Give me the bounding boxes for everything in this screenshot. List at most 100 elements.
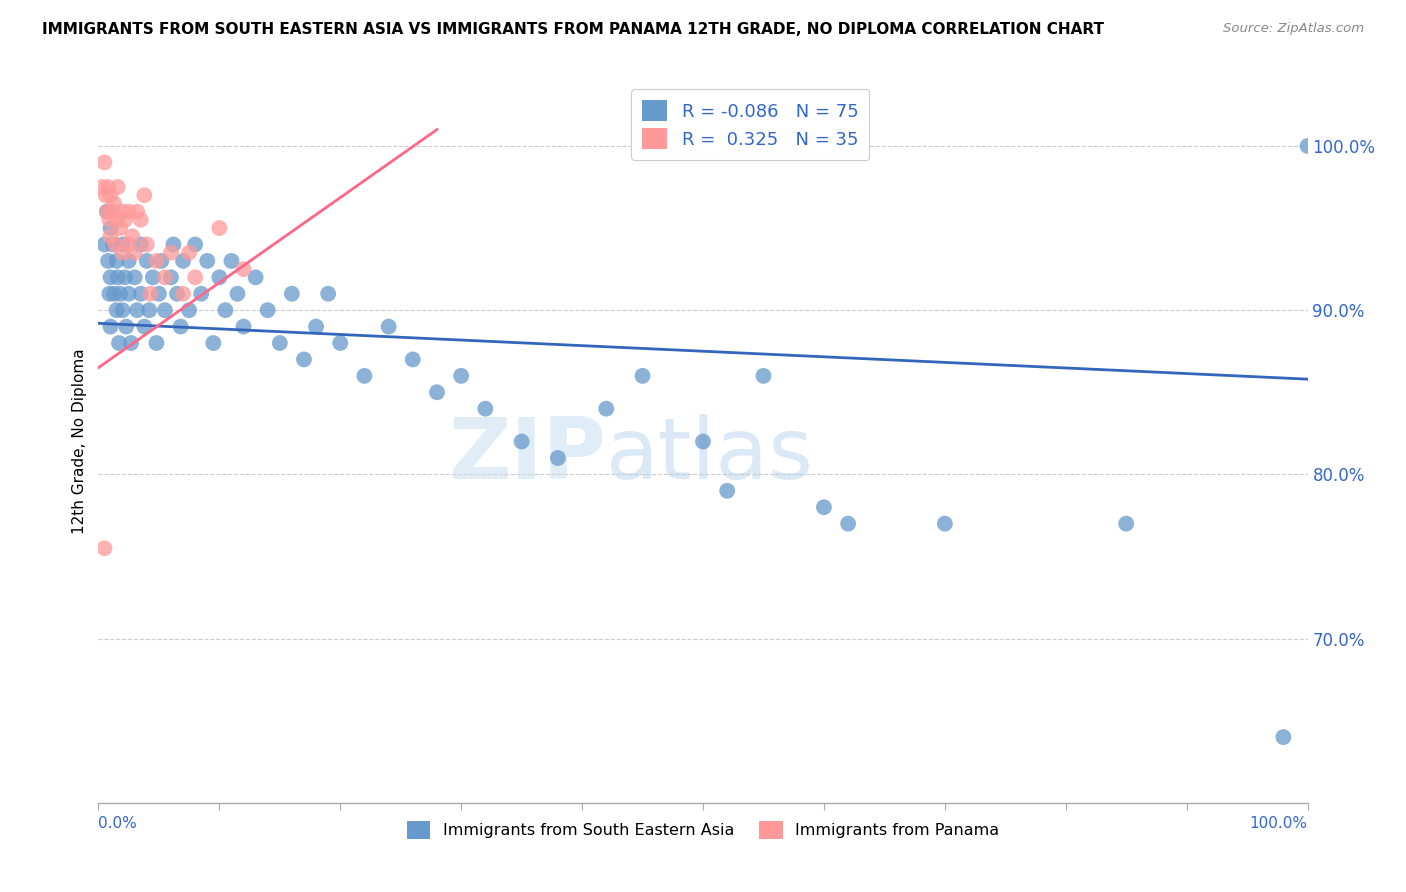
- Point: [100, 229, 122, 244]
- Point: [160, 270, 183, 285]
- Point: [221, 253, 243, 268]
- Point: [316, 286, 339, 301]
- Point: [934, 516, 956, 531]
- Point: [118, 253, 141, 268]
- Point: [172, 253, 194, 268]
- Point: [118, 237, 141, 252]
- Point: [97, 180, 120, 194]
- Point: [103, 286, 125, 301]
- Point: [232, 262, 254, 277]
- Point: [97, 253, 120, 268]
- Point: [450, 368, 472, 383]
- Point: [107, 270, 129, 285]
- Point: [160, 245, 183, 260]
- Point: [105, 303, 128, 318]
- Point: [169, 319, 191, 334]
- Point: [232, 319, 254, 334]
- Text: 0.0%: 0.0%: [98, 816, 138, 831]
- Point: [281, 286, 304, 301]
- Point: [100, 319, 122, 334]
- Point: [129, 286, 152, 301]
- Point: [547, 450, 569, 465]
- Point: [190, 286, 212, 301]
- Point: [269, 336, 291, 351]
- Point: [114, 270, 136, 285]
- Point: [135, 237, 157, 252]
- Point: [118, 204, 141, 219]
- Point: [692, 434, 714, 449]
- Point: [93, 541, 115, 556]
- Point: [208, 221, 231, 235]
- Legend: Immigrants from South Eastern Asia, Immigrants from Panama: Immigrants from South Eastern Asia, Immi…: [401, 814, 1005, 846]
- Point: [510, 434, 533, 449]
- Point: [129, 212, 152, 227]
- Y-axis label: 12th Grade, No Diploma: 12th Grade, No Diploma: [72, 349, 87, 534]
- Point: [595, 401, 617, 416]
- Point: [107, 180, 129, 194]
- Point: [111, 204, 134, 219]
- Point: [100, 270, 122, 285]
- Point: [101, 204, 124, 219]
- Point: [716, 483, 738, 498]
- Point: [148, 286, 170, 301]
- Point: [179, 245, 201, 260]
- Point: [93, 237, 115, 252]
- Point: [353, 368, 375, 383]
- Point: [305, 319, 328, 334]
- Point: [129, 237, 152, 252]
- Text: Source: ZipAtlas.com: Source: ZipAtlas.com: [1223, 22, 1364, 36]
- Point: [426, 385, 449, 400]
- Text: IMMIGRANTS FROM SOUTH EASTERN ASIA VS IMMIGRANTS FROM PANAMA 12TH GRADE, NO DIPL: IMMIGRANTS FROM SOUTH EASTERN ASIA VS IM…: [42, 22, 1104, 37]
- Point: [837, 516, 859, 531]
- Point: [184, 270, 207, 285]
- Point: [329, 336, 352, 351]
- Point: [195, 253, 218, 268]
- Point: [184, 237, 207, 252]
- Point: [124, 245, 146, 260]
- Point: [292, 352, 315, 367]
- Point: [114, 212, 136, 227]
- Point: [166, 286, 188, 301]
- Point: [631, 368, 654, 383]
- Point: [103, 196, 125, 211]
- Point: [108, 286, 131, 301]
- Point: [402, 352, 425, 367]
- Point: [179, 303, 201, 318]
- Point: [108, 221, 131, 235]
- Point: [135, 253, 157, 268]
- Point: [98, 286, 121, 301]
- Point: [104, 237, 127, 252]
- Point: [134, 319, 156, 334]
- Point: [1296, 139, 1319, 153]
- Point: [93, 155, 115, 169]
- Point: [100, 188, 122, 202]
- Point: [105, 212, 128, 227]
- Point: [96, 204, 118, 219]
- Point: [256, 303, 278, 318]
- Text: atlas: atlas: [606, 415, 814, 498]
- Point: [208, 270, 231, 285]
- Point: [1272, 730, 1295, 744]
- Point: [150, 253, 173, 268]
- Point: [94, 188, 117, 202]
- Point: [1115, 516, 1137, 531]
- Point: [145, 336, 167, 351]
- Point: [752, 368, 775, 383]
- Point: [214, 303, 236, 318]
- Point: [120, 336, 142, 351]
- Point: [162, 237, 184, 252]
- Point: [245, 270, 267, 285]
- Point: [111, 237, 134, 252]
- Point: [115, 319, 138, 334]
- Point: [98, 212, 121, 227]
- Point: [153, 270, 176, 285]
- Point: [145, 253, 167, 268]
- Point: [138, 303, 160, 318]
- Point: [91, 180, 114, 194]
- Point: [377, 319, 399, 334]
- Point: [96, 204, 118, 219]
- Point: [105, 253, 128, 268]
- Point: [127, 303, 149, 318]
- Point: [202, 336, 225, 351]
- Point: [142, 270, 165, 285]
